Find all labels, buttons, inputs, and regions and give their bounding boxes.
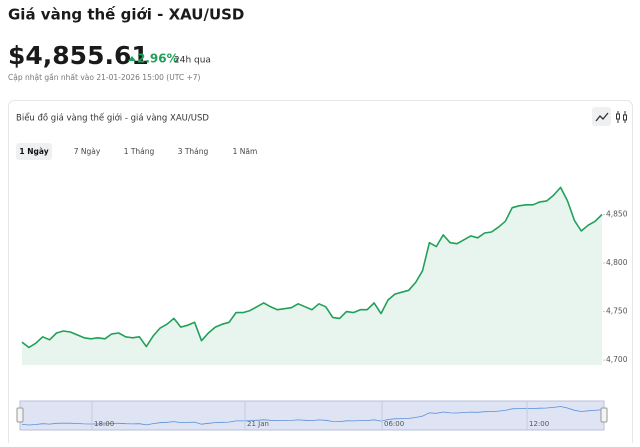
tab[interactable]: 3 Tháng [178, 147, 209, 156]
change: 2.96% [137, 52, 179, 66]
y-tick-label: 4,750 [606, 307, 628, 316]
line-mode-button[interactable] [592, 107, 611, 126]
panel-title: Biểu đồ giá vàng thế giới - giá vàng XAU… [16, 113, 209, 124]
navigator-handle[interactable] [600, 407, 608, 423]
tab[interactable]: 7 Ngày [74, 147, 101, 156]
page-title: Giá vàng thế giới - XAU/USD [8, 5, 244, 24]
navigator-line [21, 406, 603, 426]
navigator-label: 12:00 [529, 420, 549, 428]
candle-button[interactable] [616, 111, 627, 123]
panel [8, 100, 633, 447]
area [22, 187, 602, 365]
price: $4,855.61 [8, 41, 149, 70]
navigator-handle[interactable] [16, 407, 24, 423]
y-tick-label: 4,800 [606, 258, 628, 267]
tab[interactable]: 1 Ngày [19, 147, 48, 156]
navigator-label: 21 Jan [247, 420, 269, 428]
price-line [21, 186, 603, 349]
y-tick-label: 4,850 [606, 210, 628, 219]
tab[interactable]: 1 Tháng [124, 147, 155, 156]
tab[interactable]: 1 Năm [233, 147, 258, 156]
navigator-label: 06:00 [384, 420, 404, 428]
updated: Cập nhật gần nhất vào 21-01-2026 15:00 (… [8, 73, 201, 82]
tab-selected-bg [16, 143, 52, 160]
y-tick-label: 4,700 [606, 355, 628, 364]
line-icon [595, 112, 609, 122]
period: 24h qua [174, 56, 211, 66]
navigator-label: 18:00 [94, 420, 114, 428]
up-arrow [128, 56, 136, 61]
